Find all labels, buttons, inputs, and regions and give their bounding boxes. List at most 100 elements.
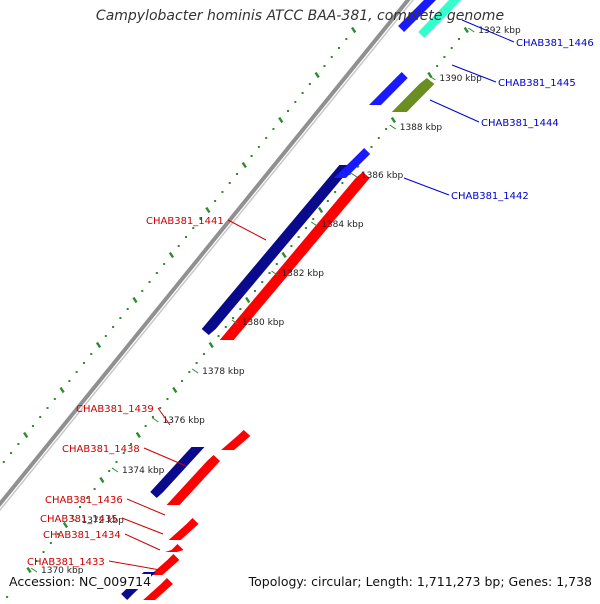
dot — [39, 416, 42, 418]
dot — [224, 326, 227, 328]
dot-tick — [23, 431, 29, 439]
dot — [192, 227, 195, 229]
dot — [301, 92, 304, 94]
feature-track — [121, 0, 461, 600]
dot — [82, 362, 85, 364]
gene-label-chab381-1434: CHAB381_1434 — [43, 530, 121, 541]
dot — [155, 272, 158, 274]
dot — [370, 146, 373, 148]
leader-line — [461, 19, 515, 43]
dot — [261, 281, 264, 283]
ruler-tick-mark — [271, 270, 278, 276]
dot — [272, 128, 275, 130]
backbone-highlight — [0, 0, 414, 512]
genome-backbone — [0, 0, 414, 512]
dot — [53, 398, 56, 400]
dot — [214, 200, 217, 202]
dot — [46, 407, 49, 409]
ruler-tick-label: 1370 kbp — [41, 566, 84, 576]
gene-bar-chab381-1446 — [398, 0, 436, 32]
dot — [239, 308, 242, 310]
leader-line — [157, 407, 171, 426]
dot — [253, 290, 256, 292]
dot-tick — [172, 386, 178, 394]
dot — [57, 533, 60, 535]
gene-bar-teal — [418, 0, 461, 38]
dot — [290, 245, 293, 247]
dot — [144, 425, 147, 427]
dot — [294, 101, 297, 103]
dot — [166, 398, 169, 400]
leader-line — [429, 99, 480, 123]
ruler-tick-mark — [429, 75, 436, 81]
dot-tick — [278, 116, 284, 124]
dot — [450, 47, 453, 49]
ruler-tick-mark — [30, 567, 38, 573]
dot — [184, 236, 187, 238]
dot-tick — [390, 116, 397, 124]
dot — [265, 137, 268, 139]
ruler-tick-label: 1386 kbp — [361, 171, 404, 181]
dot-tick — [208, 341, 214, 349]
gene-bar-chab381-1445 — [368, 72, 408, 105]
dot-tick — [314, 71, 320, 79]
dot — [323, 65, 326, 67]
gene-label-chab381-1435: CHAB381_1435 — [40, 514, 118, 525]
dot — [330, 56, 333, 58]
dot — [334, 191, 337, 193]
dot — [151, 416, 154, 418]
dot — [112, 326, 115, 328]
dot — [90, 353, 93, 355]
dot-tick — [99, 476, 105, 484]
dot — [304, 227, 307, 229]
dot — [31, 425, 34, 427]
dot — [126, 308, 129, 310]
dot-tick — [59, 386, 65, 394]
tick-dot-tracks — [2, 26, 469, 598]
dot — [181, 380, 184, 382]
dot — [141, 290, 144, 292]
gene-bar-chab381-1441 — [219, 172, 370, 340]
dot-tick — [135, 431, 141, 439]
dot — [122, 452, 125, 454]
dot — [42, 551, 45, 553]
dot — [10, 452, 13, 454]
ruler-tick-label: 1374 kbp — [122, 466, 165, 476]
gene-label-chab381-1438: CHAB381_1438 — [62, 444, 140, 455]
dot-tick — [132, 296, 138, 304]
dot — [115, 461, 118, 463]
leader-line — [227, 219, 267, 241]
dot — [326, 200, 329, 202]
dot — [217, 335, 220, 337]
ruler-tick-label: 1388 kbp — [400, 123, 443, 133]
dot — [79, 506, 82, 508]
dot — [275, 263, 278, 265]
leader-line — [121, 517, 164, 535]
ruler-tick-mark — [152, 417, 159, 423]
leader-line — [124, 533, 161, 551]
dot — [195, 362, 198, 364]
dot — [163, 263, 166, 265]
dot — [287, 110, 290, 112]
gene-bar-chab381-1439 — [221, 430, 251, 450]
dot-tick — [245, 296, 251, 304]
dot — [71, 515, 74, 517]
dot — [297, 236, 300, 238]
leader-line — [451, 64, 497, 83]
dot — [108, 470, 111, 472]
gene-label-chab381-1445: CHAB381_1445 — [498, 78, 576, 89]
ruler-tick-label: 1390 kbp — [439, 74, 482, 84]
dot — [308, 83, 311, 85]
gene-label-chab381-1433: CHAB381_1433 — [27, 557, 105, 568]
ruler-tick-label: 1384 kbp — [321, 220, 364, 230]
dot-tick — [241, 161, 247, 169]
dot — [188, 371, 191, 373]
gene-label-chab381-1439: CHAB381_1439 — [76, 404, 154, 415]
leader-line — [108, 560, 161, 571]
leader-line — [126, 498, 166, 516]
dot — [436, 65, 439, 67]
ruler-tick-mark — [389, 124, 397, 130]
dot — [17, 443, 20, 445]
ruler-tick-mark — [310, 221, 318, 227]
